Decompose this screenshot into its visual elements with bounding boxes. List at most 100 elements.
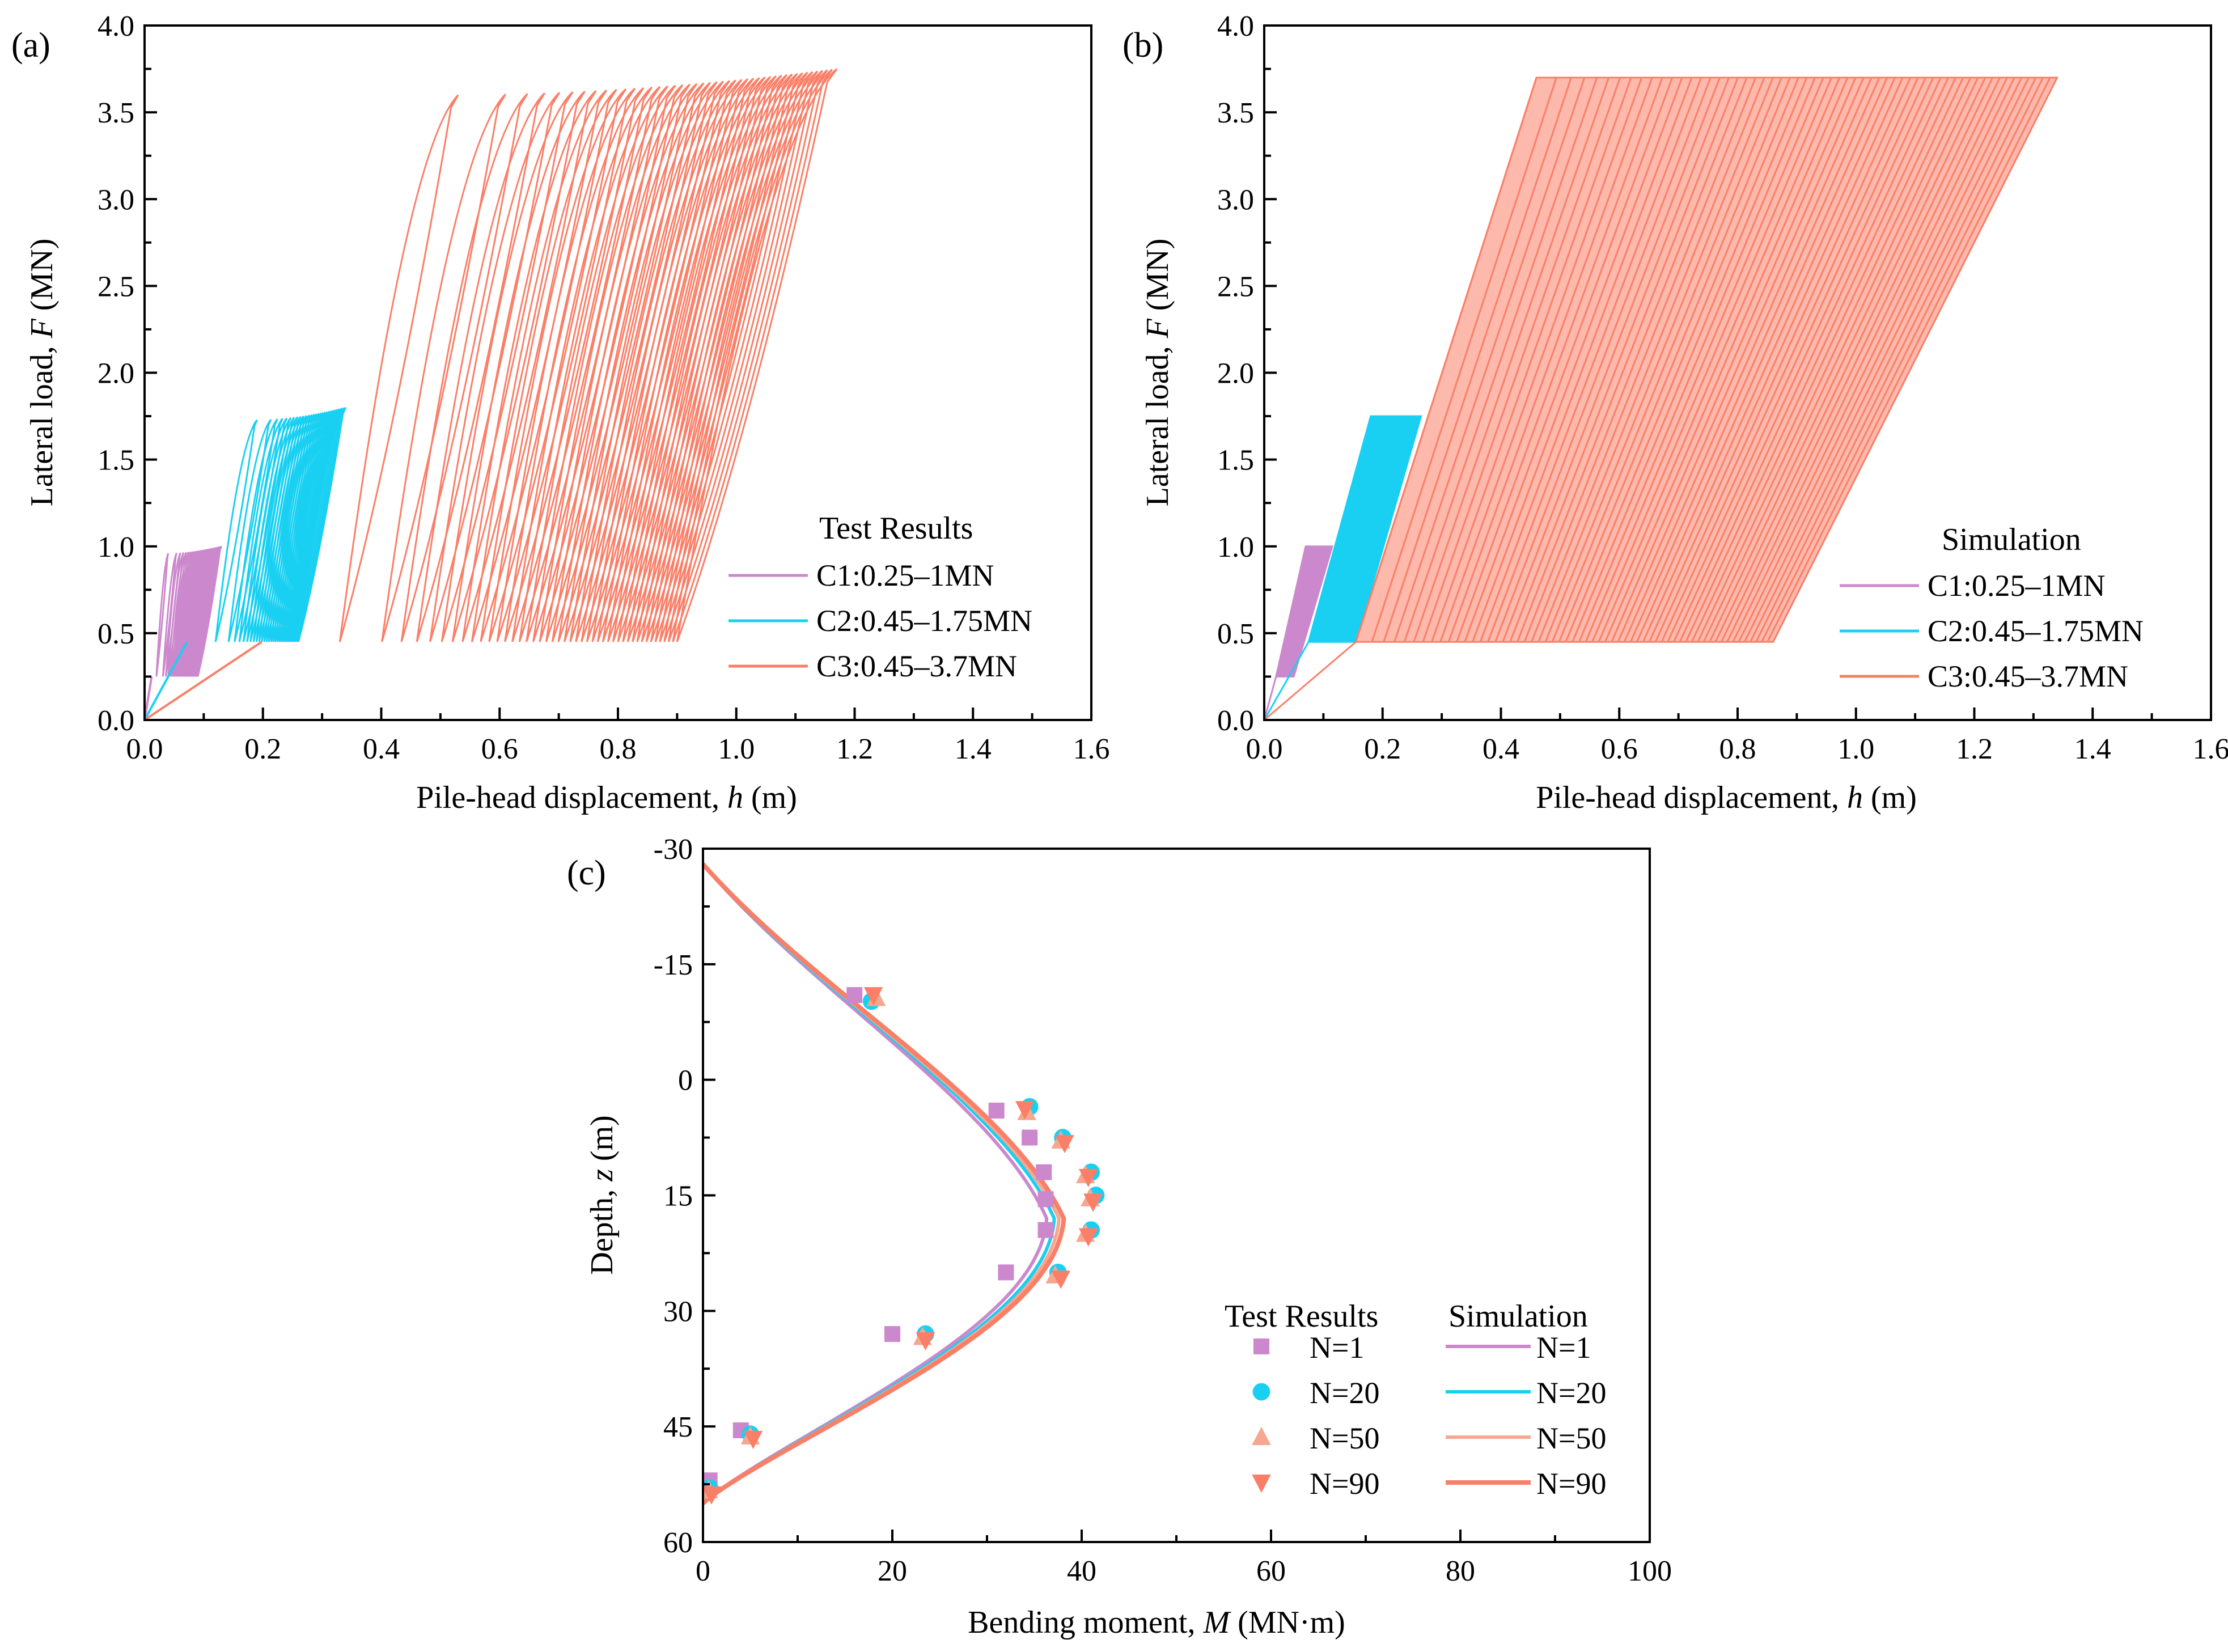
panel-c-test-series-N-50 [703, 988, 1100, 1498]
panel-a-cycle-3 [654, 71, 814, 642]
panel-b-axes: 0.0 0.2 0.4 0.6 0.8 1.0 1.2 1.4 1.6 0.0 0.5 1.0 1.5 2… [1217, 10, 2228, 765]
panel-b-ytick-label: 0.0 [1217, 705, 1254, 737]
panel-c-axes: 0 20 40 60 80 100 -30 -15 0 15 30 45 60 [654, 833, 1672, 1587]
panel-a-legend-label-c3: C3:0.45–3.7MN [816, 649, 1017, 683]
panel-c-test-point [988, 1103, 1005, 1119]
panel-a-xtick-label: 1.6 [1073, 733, 1110, 765]
panel-c-test-point [1015, 1101, 1035, 1120]
panel-a-legend-label-c1: C1:0.25–1MN [816, 558, 994, 592]
panel-b-legend-label-c1: C1:0.25–1MN [1928, 569, 2106, 603]
panel-a-cycle-3 [663, 70, 823, 642]
panel-a-cycle-3 [557, 82, 705, 642]
panel-b-cycle-line-3 [1732, 77, 2008, 642]
panel-c-test-series-N-20 [703, 992, 1105, 1497]
panel-b-cycle-line-3 [1673, 77, 1934, 642]
panel-a-cycle-1 [155, 553, 170, 677]
panel-a-ytick-label: 3.5 [98, 97, 134, 129]
panel-c-legend-items: N=1 N=20 N=50 N=90 N=1 N=20 N=50 N=90 [1252, 1331, 1606, 1501]
panel-b-cycle-line-3 [1691, 77, 1957, 642]
panel-b-envelope-1 [1274, 545, 1334, 677]
panel-a-cycle-3 [641, 73, 798, 642]
panel-a-legend-title: Test Results [819, 511, 973, 546]
panel-c-plot-area [703, 862, 1105, 1506]
panel-b-label: (b) [1123, 26, 1163, 65]
panel-a-series-3 [145, 68, 838, 720]
panel-a-chart: 0.0 0.2 0.4 0.6 0.8 1.0 1.2 1.4 1.6 0.0 0.5 1.0 1.5 2… [11, 10, 1110, 815]
panel-c-test-point [1078, 1168, 1098, 1188]
panel-a-xtick-label: 0.2 [244, 733, 281, 765]
panel-a-cycle-3 [526, 85, 669, 642]
panel-b-cycle-line-3 [1636, 77, 1888, 642]
panel-b-cycle-line-3 [1355, 77, 1537, 642]
panel-b-cycle-line-3 [1572, 77, 1808, 642]
panel-c-chart: 0 20 40 60 80 100 -30 -15 0 15 30 45 60 (c) Depth, z… [567, 833, 1672, 1640]
panel-b-cycle-line-3 [1598, 77, 1841, 642]
panel-c-legend-sim-label: N=20 [1536, 1376, 1606, 1410]
panel-a-cycle-3 [429, 92, 561, 642]
panel-b-cycle-line-3 [1502, 77, 1721, 642]
panel-a-initial-branch-3 [145, 641, 262, 720]
panel-a-xtick-label: 0.4 [363, 733, 400, 765]
panel-b-cycle-line-3 [1393, 77, 1586, 642]
panel-b-cycle-line-3 [1679, 77, 1942, 642]
panel-a-cycle-2 [263, 414, 310, 642]
panel-c-xtick-label: 100 [1628, 1555, 1672, 1587]
panel-b-cycle-line-3 [1721, 77, 1994, 642]
panel-c-ytick-label: 60 [663, 1527, 693, 1559]
panel-b-cycle-line-3 [1509, 77, 1730, 642]
panel-c-ytick-label: 30 [663, 1295, 693, 1328]
panel-c-legend-test-label: N=20 [1310, 1376, 1379, 1410]
panel-b-cycle-line-3 [1611, 77, 1857, 642]
panel-b-ytick-label: 1.0 [1217, 531, 1254, 564]
panel-a-ytick-label: 1.0 [98, 531, 134, 564]
panel-a-cycle-3 [504, 87, 645, 642]
panel-b-ytick-label: 1.5 [1217, 444, 1254, 477]
panel-b-cycle-line-3 [1544, 77, 1774, 642]
panel-a-cycle-3 [586, 79, 736, 642]
panel-c-test-series-N-1 [703, 987, 1054, 1489]
panel-a-cycle-3 [381, 94, 506, 642]
panel-b-cycle-line-3 [1623, 77, 1873, 642]
panel-a-cycle-3 [645, 72, 803, 642]
panel-b-cycle-line-3 [1591, 77, 1832, 642]
panel-c-test-point [884, 1326, 900, 1342]
panel-a-cycle-3 [622, 75, 777, 642]
panel-b-ytick-label: 3.5 [1217, 97, 1254, 129]
panel-b-cycle-line-3 [1604, 77, 1849, 642]
panel-c-xtick-label: 20 [878, 1555, 907, 1587]
panel-b-cycle-line-3 [1531, 77, 1757, 642]
panel-b-initial-branch-2 [1264, 641, 1310, 720]
panel-a-xtick-label: 0.8 [600, 733, 637, 765]
panel-b-xtick-label: 1.0 [1837, 733, 1874, 765]
panel-b-cycle-line-3 [1422, 77, 1621, 642]
panel-a-ytick-label: 2.5 [98, 270, 134, 303]
panel-b-cycle-line-3 [1439, 77, 1643, 642]
panel-a-cycle-1 [162, 552, 177, 677]
panel-a-cycle-2 [261, 415, 307, 642]
panel-b-cycle-line-3 [1558, 77, 1791, 642]
panel-a-ytick-label: 3.0 [98, 184, 134, 216]
panel-a-cycle-3 [659, 70, 819, 642]
panel-b-cycle-line-3 [1537, 77, 1765, 642]
panel-a-cycle-3 [518, 86, 661, 642]
panel-b-cycle-line-3 [1431, 77, 1632, 642]
panel-b-legend-label-c2: C2:0.45–1.75MN [1928, 614, 2144, 648]
panel-b-cycle-line-3 [1456, 77, 1663, 642]
panel-a-ytick-label: 0.5 [98, 618, 134, 650]
panel-a-cycle-2 [214, 419, 258, 642]
panel-b-cycle-line-3 [1472, 77, 1683, 642]
panel-a-xtick-label: 1.0 [718, 733, 755, 765]
panel-b-legend-title: Simulation [1942, 522, 2081, 557]
panel-b-envelope-2 [1307, 415, 1422, 643]
panel-c-test-point [846, 987, 863, 1003]
panel-c-sim-curve-N-90 [703, 862, 1066, 1506]
panel-b-cycle-line-3 [1709, 77, 1979, 642]
panel-b-xtick-label: 0.4 [1482, 733, 1519, 765]
panel-c-xtick-label: 80 [1446, 1555, 1475, 1587]
panel-c-test-point [1037, 1222, 1054, 1238]
panel-a-cycle-2 [234, 418, 278, 642]
panel-a-series-2 [145, 406, 347, 720]
panel-b-legend-label-c3: C3:0.45–3.7MN [1928, 659, 2128, 693]
panel-b-xlabel: Pile-head displacement, h (m) [1536, 780, 1917, 815]
